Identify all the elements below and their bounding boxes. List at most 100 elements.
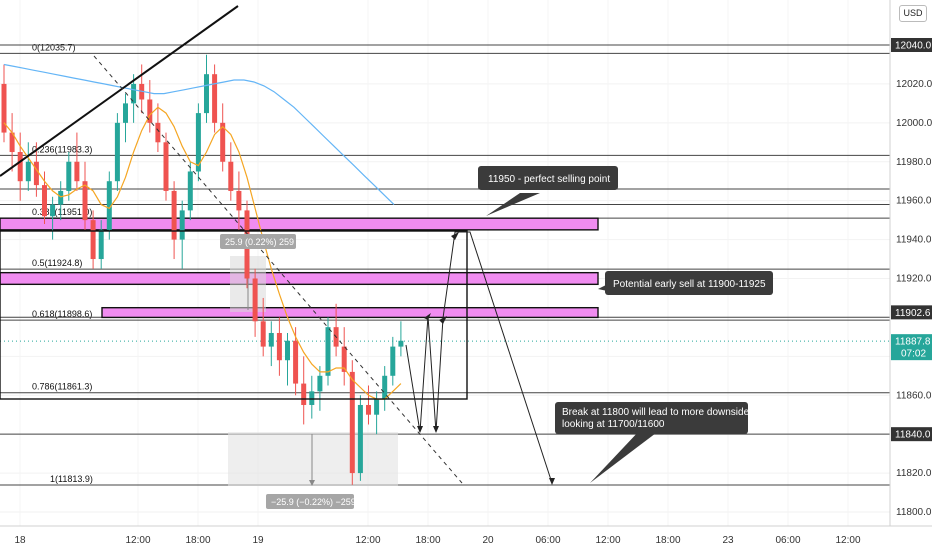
arrowhead-6 bbox=[549, 478, 555, 485]
callout-text: Potential early sell at 11900-11925 bbox=[613, 279, 766, 290]
callout-text: 11950 - perfect selling point bbox=[488, 174, 610, 185]
time-tick-label: 18 bbox=[14, 535, 26, 546]
candle-body bbox=[90, 220, 96, 260]
level-label-text: 12040.0 bbox=[895, 41, 932, 52]
level-label-text: 11902.6 bbox=[895, 308, 931, 319]
candle-body bbox=[398, 340, 404, 347]
callout-pointer bbox=[486, 193, 540, 216]
candle-body bbox=[276, 332, 282, 361]
fib-label: 0.236(11983.3) bbox=[32, 144, 92, 154]
callout-break-11800[interactable]: Break at 11800 will lead to more downsid… bbox=[555, 402, 750, 483]
candle-body bbox=[147, 99, 153, 123]
measure-down-arrowhead bbox=[309, 480, 315, 486]
time-tick-label: 12:00 bbox=[835, 535, 860, 546]
price-tick-label: 12000.0 bbox=[896, 118, 932, 129]
level-label-text: 11840.0 bbox=[895, 430, 931, 441]
time-tick-label: 18:00 bbox=[415, 535, 440, 546]
arrowhead-3 bbox=[433, 426, 439, 433]
ma-slow-line bbox=[3, 63, 395, 206]
candle-body bbox=[50, 204, 56, 217]
candle-body bbox=[309, 391, 315, 405]
candle-body bbox=[17, 152, 23, 182]
price-tick-label: 11820.0 bbox=[896, 468, 932, 479]
candle-body bbox=[341, 346, 347, 372]
candle-body bbox=[42, 185, 47, 217]
time-axis[interactable]: 18 12:00 18:00 19 12:00 18:00 20 06:00 12:00 18:0… bbox=[14, 535, 861, 546]
candle-body bbox=[212, 74, 218, 123]
candle-body bbox=[325, 327, 331, 376]
level-label-bg bbox=[891, 38, 932, 52]
candle-body bbox=[268, 332, 274, 347]
fib-label: 0.786(11861.3) bbox=[32, 382, 92, 392]
callout-selling-point[interactable]: 11950 - perfect selling point bbox=[478, 166, 618, 216]
candle-body bbox=[204, 74, 209, 114]
candle-body bbox=[236, 190, 242, 211]
resistance-zones[interactable] bbox=[0, 217, 599, 319]
price-axis[interactable]: 12020.0 12000.0 11980.0 11960.0 11940.0 11920… bbox=[891, 38, 932, 518]
uptrend-line[interactable] bbox=[0, 5, 239, 177]
candle-body bbox=[374, 399, 380, 415]
measure-down-label-bg bbox=[266, 494, 354, 509]
fibonacci-retracement[interactable]: 0(12035.7) 0.236(11983.3) 0.382(11951.0) 0.… bbox=[0, 42, 890, 486]
callout-early-sell[interactable]: Potential early sell at 11900-11925 bbox=[598, 271, 773, 295]
candle-body bbox=[390, 346, 396, 376]
candle-body bbox=[114, 122, 120, 182]
candle-body bbox=[106, 181, 112, 230]
fib-label: 0.618(11898.6) bbox=[32, 309, 92, 319]
candle-body bbox=[74, 161, 80, 182]
candle-body bbox=[260, 321, 266, 347]
projected-path-arrowheads bbox=[417, 232, 555, 485]
candle-body bbox=[155, 122, 161, 143]
measure-up-label: 25.9 (0.22%) 259 bbox=[220, 234, 296, 249]
candle-body bbox=[179, 210, 185, 240]
level-label-bg bbox=[891, 427, 932, 442]
measure-down-text: −25.9 (−0.22%) −259 bbox=[271, 497, 356, 507]
time-tick-label: 12:00 bbox=[595, 535, 620, 546]
candle-body bbox=[33, 161, 39, 186]
projection-rectangle[interactable] bbox=[0, 230, 468, 400]
time-tick-label: 23 bbox=[722, 535, 734, 546]
candle-body bbox=[123, 103, 128, 123]
time-tick-label: 18:00 bbox=[185, 535, 210, 546]
candle-body bbox=[301, 383, 307, 405]
candle-body bbox=[382, 375, 388, 400]
price-tick-label: 11860.0 bbox=[896, 390, 932, 401]
resistance-zone bbox=[0, 217, 599, 231]
last-price-label-bg bbox=[891, 334, 932, 361]
callout-box bbox=[478, 166, 618, 190]
candle-body bbox=[349, 371, 355, 474]
time-tick-label: 19 bbox=[252, 535, 264, 546]
candle-body bbox=[317, 375, 323, 392]
arrowhead-4 bbox=[439, 316, 447, 324]
price-tick-label: 11920.0 bbox=[896, 274, 932, 285]
price-tick-label: 11960.0 bbox=[896, 196, 932, 207]
currency-badge[interactable]: USD bbox=[899, 5, 927, 22]
time-tick-label: 12:00 bbox=[125, 535, 150, 546]
candle-body bbox=[58, 190, 64, 205]
countdown-label-text: 07:02 bbox=[901, 349, 926, 360]
time-tick-label: 18:00 bbox=[655, 535, 680, 546]
time-tick-label: 20 bbox=[482, 535, 494, 546]
projected-path-line bbox=[405, 231, 553, 484]
arrowhead-2 bbox=[424, 313, 431, 320]
callout-text-line1: Break at 11800 will lead to more downsid… bbox=[562, 407, 750, 418]
candle-body bbox=[66, 161, 72, 191]
measure-down-box bbox=[228, 432, 398, 486]
candle-body bbox=[285, 340, 290, 361]
downtrend-dashed-line[interactable] bbox=[93, 55, 463, 484]
candle-body bbox=[228, 161, 234, 191]
arrowhead-5 bbox=[451, 232, 459, 240]
time-tick-label: 12:00 bbox=[355, 535, 380, 546]
time-tick-label: 06:00 bbox=[535, 535, 560, 546]
candlesticks bbox=[1, 54, 404, 485]
price-tick-label: 11980.0 bbox=[896, 157, 932, 168]
arrowhead-1 bbox=[417, 426, 423, 433]
callout-pointer bbox=[590, 430, 660, 483]
candle-body bbox=[171, 190, 177, 240]
candle-body bbox=[366, 404, 371, 415]
candle-body bbox=[163, 142, 169, 191]
candle-body bbox=[357, 404, 363, 474]
price-tick-label: 11800.0 bbox=[896, 507, 932, 518]
resistance-zone bbox=[0, 271, 599, 286]
